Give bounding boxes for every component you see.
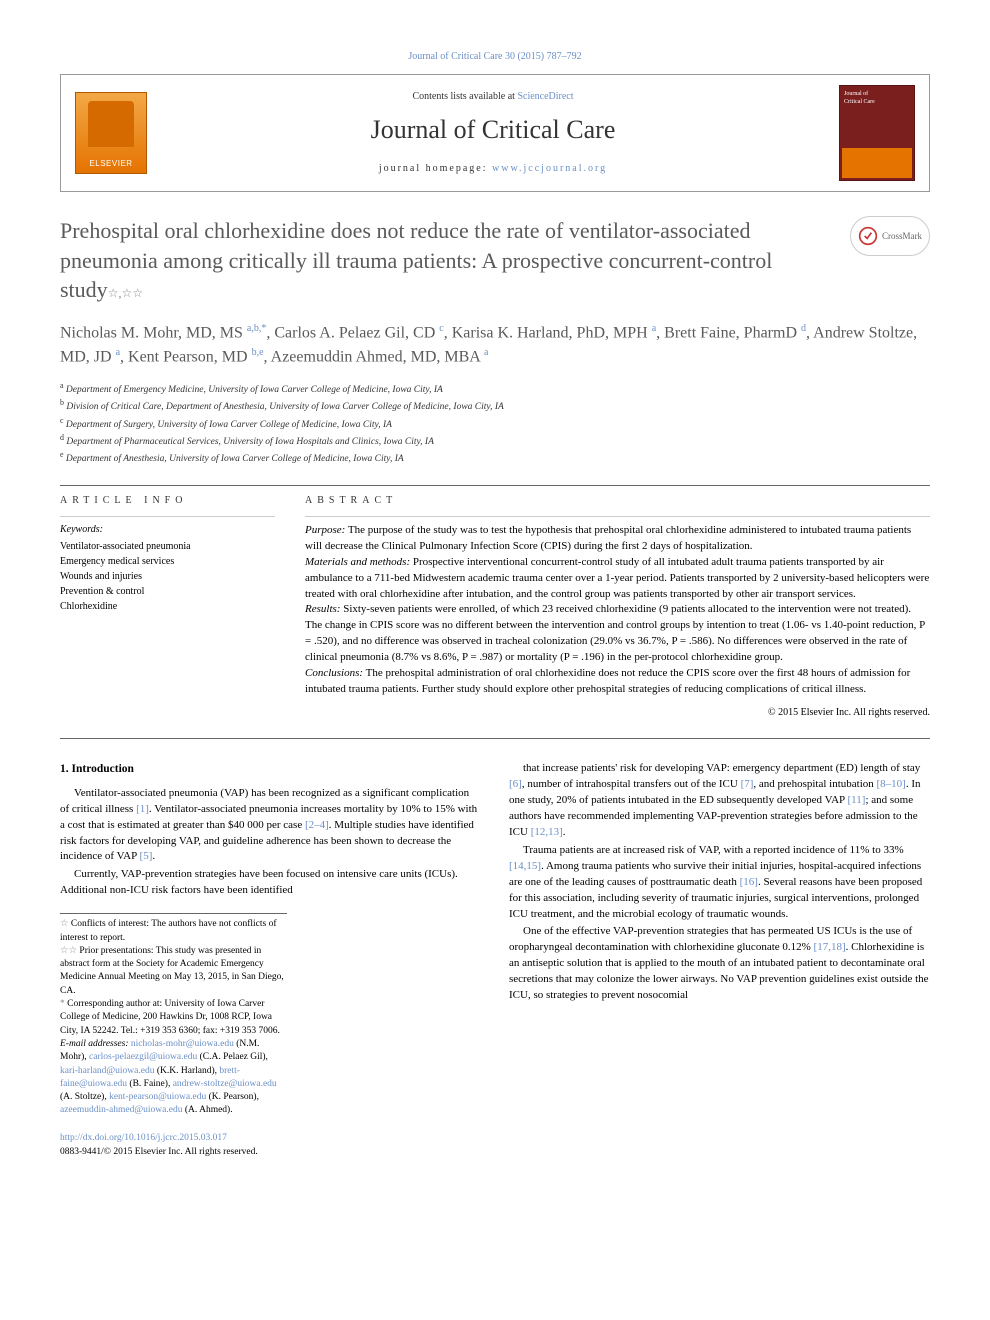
homepage-link[interactable]: www.jccjournal.org — [492, 163, 607, 174]
keywords-label: Keywords: — [60, 523, 275, 537]
elsevier-logo: ELSEVIER — [75, 92, 147, 174]
page-footer: http://dx.doi.org/10.1016/j.jcrc.2015.03… — [60, 1132, 481, 1160]
footnotes: ☆ Conflicts of interest: The authors hav… — [60, 913, 287, 1117]
keywords-list: Ventilator-associated pneumoniaEmergency… — [60, 539, 275, 614]
email-link[interactable]: carlos-pelaezgil@uiowa.edu — [89, 1052, 197, 1062]
email-link[interactable]: kent-pearson@uiowa.edu — [109, 1092, 206, 1102]
authors-list: Nicholas M. Mohr, MD, MS a,b,*, Carlos A… — [60, 321, 930, 370]
abstract-text: Purpose: The purpose of the study was to… — [305, 523, 930, 698]
article-title: Prehospital oral chlorhexidine does not … — [60, 216, 834, 305]
article-info-heading: ARTICLE INFO — [60, 494, 275, 508]
divider — [60, 485, 930, 486]
journal-citation: Journal of Critical Care 30 (2015) 787–7… — [60, 50, 930, 64]
issn-line: 0883-9441/© 2015 Elsevier Inc. All right… — [60, 1147, 258, 1157]
sciencedirect-link[interactable]: ScienceDirect — [517, 91, 573, 102]
journal-homepage: journal homepage: www.jccjournal.org — [147, 162, 839, 176]
crossmark-icon — [858, 226, 878, 246]
journal-header: ELSEVIER Contents lists available at Sci… — [60, 74, 930, 192]
contents-line: Contents lists available at ScienceDirec… — [147, 90, 839, 104]
affiliations: a Department of Emergency Medicine, Univ… — [60, 380, 930, 467]
email-link[interactable]: kari-harland@uiowa.edu — [60, 1066, 154, 1076]
email-link[interactable]: nicholas-mohr@uiowa.edu — [131, 1039, 234, 1049]
journal-name: Journal of Critical Care — [147, 112, 839, 148]
title-footnote-marks: ☆,☆☆ — [108, 286, 143, 300]
divider — [60, 738, 930, 739]
divider-light — [305, 516, 930, 517]
elsevier-text: ELSEVIER — [89, 158, 132, 169]
body-column-left: 1. Introduction Ventilator-associated pn… — [60, 761, 481, 1159]
doi-link[interactable]: http://dx.doi.org/10.1016/j.jcrc.2015.03… — [60, 1133, 227, 1143]
email-link[interactable]: andrew-stoltze@uiowa.edu — [173, 1079, 277, 1089]
intro-heading: 1. Introduction — [60, 761, 481, 778]
abstract-heading: ABSTRACT — [305, 494, 930, 508]
body-column-right: that increase patients' risk for develop… — [509, 761, 930, 1159]
crossmark-badge[interactable]: CrossMark — [850, 216, 930, 256]
journal-cover-thumb: Journal of Critical Care — [839, 85, 915, 181]
abstract-copyright: © 2015 Elsevier Inc. All rights reserved… — [305, 706, 930, 720]
divider-light — [60, 516, 275, 517]
email-link[interactable]: azeemuddin-ahmed@uiowa.edu — [60, 1105, 182, 1115]
